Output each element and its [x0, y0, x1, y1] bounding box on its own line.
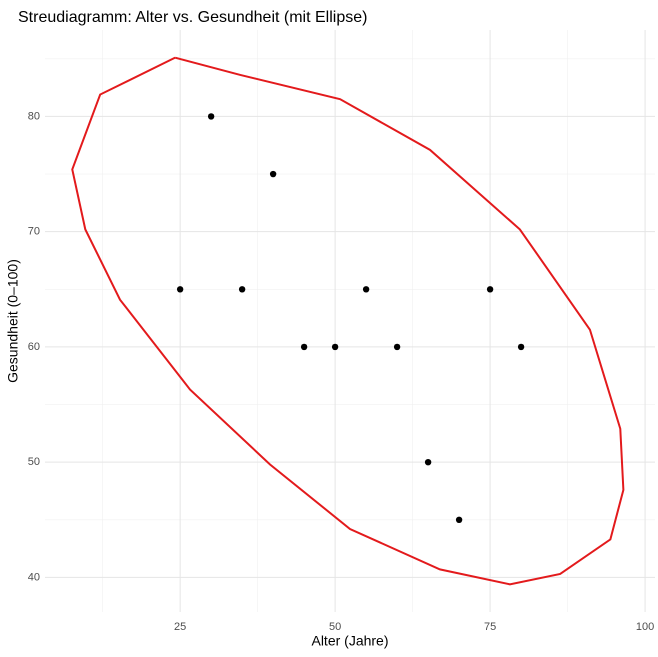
x-tick-label: 100	[636, 621, 654, 633]
ellipse	[71, 56, 625, 586]
point	[486, 286, 494, 293]
point	[455, 516, 463, 524]
x-axis-title: Alter (Jahre)	[311, 633, 388, 649]
y-tick-label: 40	[28, 571, 40, 583]
point	[393, 343, 401, 351]
y-tick-label: 60	[28, 341, 40, 353]
point	[517, 343, 525, 351]
point	[176, 286, 184, 293]
x-tick-label: 75	[484, 621, 496, 633]
point	[331, 343, 339, 351]
point	[424, 458, 432, 466]
y-tick-label: 70	[28, 226, 40, 238]
y-tick-label: 80	[28, 110, 40, 122]
chart-title: Streudiagramm: Alter vs. Gesundheit (mit…	[18, 9, 367, 26]
y-axis-title: Gesundheit (0–100)	[5, 259, 21, 383]
point	[300, 343, 308, 351]
point	[269, 170, 277, 178]
x-tick-label: 50	[329, 621, 341, 633]
point	[238, 286, 246, 293]
x-tick-label: 25	[174, 621, 186, 633]
point	[362, 286, 370, 293]
y-tick-label: 50	[28, 456, 40, 468]
point	[207, 113, 215, 120]
